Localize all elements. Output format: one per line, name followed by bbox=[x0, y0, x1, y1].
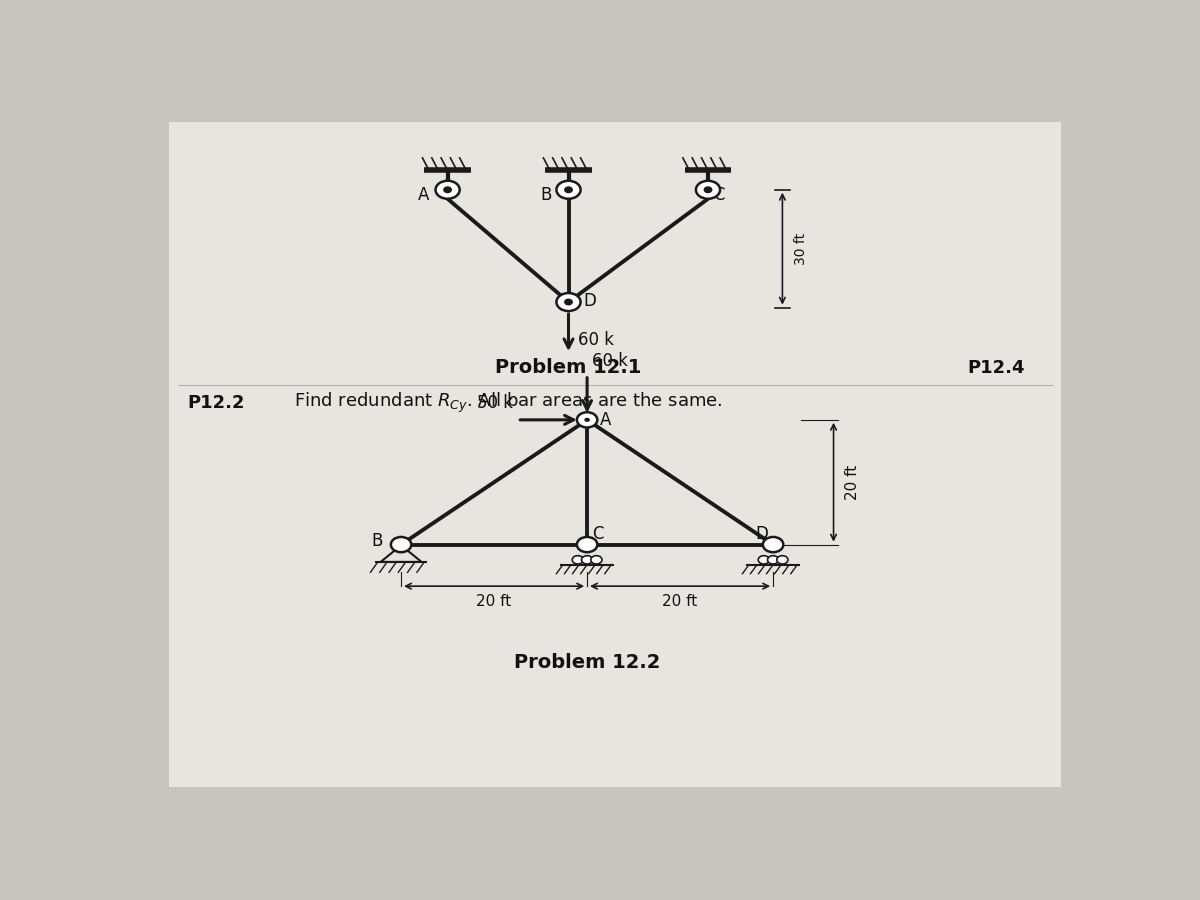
Circle shape bbox=[557, 181, 581, 199]
Text: Find redundant $R_{Cy}$. All bar areas are the same.: Find redundant $R_{Cy}$. All bar areas a… bbox=[294, 391, 722, 415]
Text: A: A bbox=[418, 185, 430, 203]
Text: C: C bbox=[713, 185, 724, 203]
Text: 50 k: 50 k bbox=[476, 393, 512, 411]
Text: 60 k: 60 k bbox=[592, 352, 628, 370]
Circle shape bbox=[582, 555, 593, 564]
Text: P12.4: P12.4 bbox=[967, 359, 1025, 377]
Text: 60 k: 60 k bbox=[578, 331, 613, 349]
Text: D: D bbox=[756, 525, 768, 543]
Circle shape bbox=[572, 555, 583, 564]
Text: B: B bbox=[371, 532, 383, 550]
Text: P12.2: P12.2 bbox=[187, 393, 245, 411]
Circle shape bbox=[565, 187, 572, 193]
Circle shape bbox=[565, 300, 572, 305]
Circle shape bbox=[584, 418, 590, 422]
Circle shape bbox=[577, 537, 598, 553]
Circle shape bbox=[704, 187, 712, 193]
Text: A: A bbox=[600, 410, 612, 428]
Circle shape bbox=[768, 555, 779, 564]
Text: 20 ft: 20 ft bbox=[662, 595, 697, 609]
Text: C: C bbox=[592, 525, 604, 543]
Circle shape bbox=[763, 537, 784, 553]
Circle shape bbox=[436, 181, 460, 199]
Circle shape bbox=[590, 555, 602, 564]
Text: D: D bbox=[583, 292, 596, 310]
Text: Problem 12.1: Problem 12.1 bbox=[496, 358, 642, 377]
Text: Problem 12.2: Problem 12.2 bbox=[514, 652, 660, 672]
FancyBboxPatch shape bbox=[168, 122, 1062, 788]
Circle shape bbox=[758, 555, 769, 564]
Text: B: B bbox=[540, 185, 552, 203]
Circle shape bbox=[696, 181, 720, 199]
Circle shape bbox=[776, 555, 788, 564]
Circle shape bbox=[444, 187, 451, 193]
Text: 30 ft: 30 ft bbox=[793, 232, 808, 265]
Circle shape bbox=[391, 537, 412, 553]
Text: 20 ft: 20 ft bbox=[476, 595, 511, 609]
Circle shape bbox=[557, 293, 581, 311]
Circle shape bbox=[577, 412, 598, 427]
Text: 20 ft: 20 ft bbox=[845, 464, 859, 500]
